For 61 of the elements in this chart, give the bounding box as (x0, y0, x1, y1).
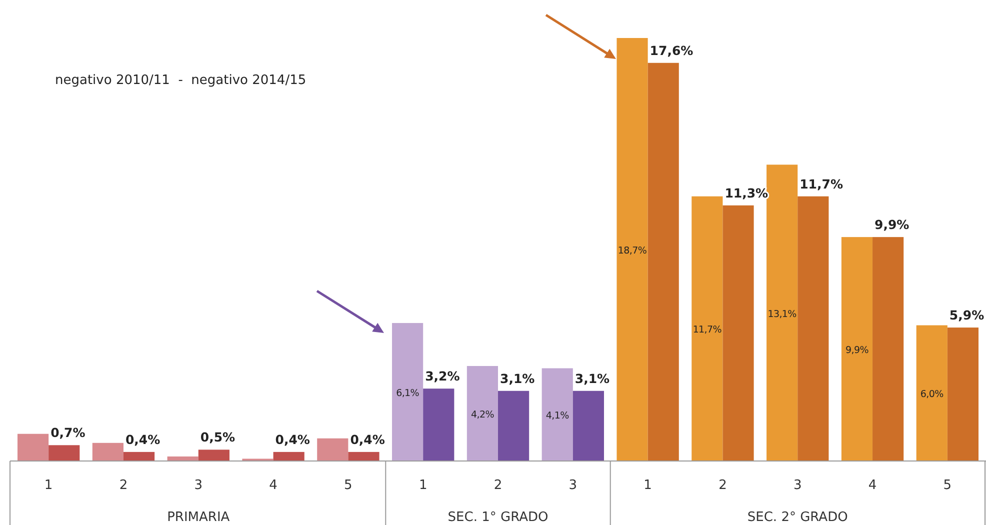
bar (841, 237, 873, 461)
bar (392, 323, 424, 461)
data-label: 4,1% (546, 410, 570, 422)
text: SEC. 2° GRADO (747, 510, 848, 525)
bar (198, 450, 230, 461)
x-tick-label: 1 (644, 478, 652, 493)
x-tick-label: 5 (344, 478, 352, 493)
data-label: 17,6% (650, 42, 694, 58)
x-tick-label: 3 (568, 478, 578, 493)
bar (92, 442, 124, 461)
bar (48, 445, 80, 461)
data-label: 4,2% (470, 409, 494, 420)
x-tick-label: 4 (868, 478, 877, 493)
text: negativo 2010/11 - negativo 2014/15 (55, 73, 306, 88)
text: SEC. 1° GRADO (448, 510, 548, 525)
x-tick-label: 1 (44, 478, 53, 493)
data-label: 3,1% (500, 370, 536, 386)
x-tick-label: 1 (418, 478, 428, 493)
bar (123, 452, 155, 461)
bar (872, 237, 904, 461)
data-label: 3,1% (574, 370, 610, 386)
bar (722, 205, 754, 461)
data-label: 5,9% (949, 308, 985, 323)
x-tick-label: 2 (119, 478, 128, 493)
text: PRIMARIA (167, 510, 230, 525)
bar (572, 390, 604, 461)
x-tick-label: 3 (793, 478, 802, 493)
data-label: 0,4% (125, 432, 161, 447)
bar (798, 196, 829, 461)
bar (616, 38, 648, 461)
data-label: 13,1% (768, 308, 797, 320)
data-label: 9,9% (846, 345, 869, 356)
bar (542, 368, 573, 461)
x-tick-label: 2 (494, 478, 502, 493)
bar (17, 434, 49, 461)
data-label: 0,4% (350, 432, 386, 447)
data-label: 0,4% (275, 432, 310, 447)
bar (273, 452, 304, 461)
data-label: 6,0% (920, 389, 944, 400)
bar (466, 366, 498, 461)
x-tick-label: 5 (943, 478, 952, 493)
x-tick-label: 2 (718, 478, 727, 493)
bar (916, 325, 948, 461)
bar (423, 388, 454, 461)
data-label: 6,1% (396, 388, 420, 400)
data-label: 3,2% (425, 368, 460, 384)
bar (498, 390, 530, 461)
x-tick-label: 3 (194, 478, 203, 493)
data-label: 11,7% (800, 176, 844, 192)
bar (947, 328, 979, 461)
data-label: 18,7% (618, 246, 647, 256)
bar (692, 196, 723, 461)
data-label: 0,7% (50, 425, 86, 440)
x-tick-label: 4 (269, 478, 278, 493)
data-label: 9,9% (874, 217, 910, 232)
bar (766, 164, 798, 461)
data-label: 0,5% (200, 430, 236, 445)
bar (648, 62, 679, 461)
bar (317, 438, 348, 461)
bar (348, 452, 380, 461)
data-label: 11,7% (692, 324, 722, 336)
